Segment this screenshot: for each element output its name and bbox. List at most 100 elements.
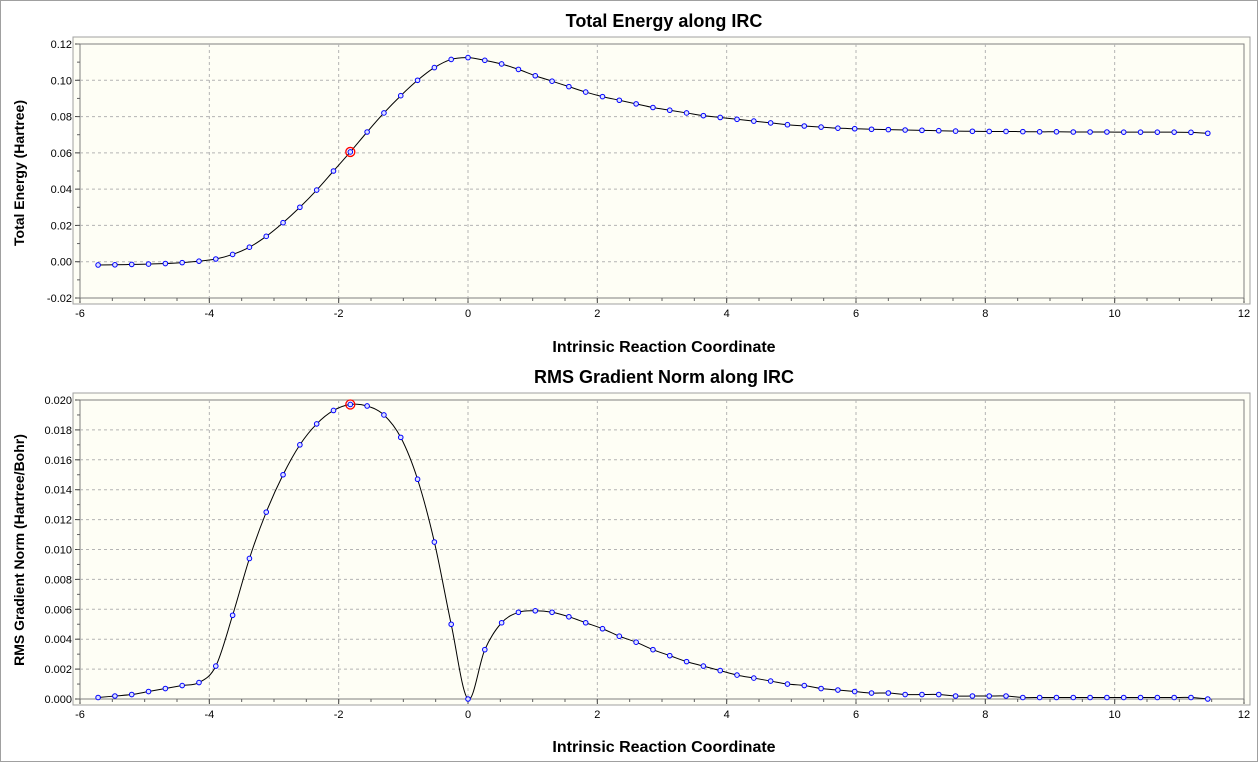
gradient-data-point[interactable] (297, 442, 303, 448)
gradient-data-point[interactable] (784, 681, 791, 687)
energy-data-point[interactable] (229, 251, 236, 258)
gradient-data-point[interactable] (599, 625, 606, 632)
gradient-data-point[interactable] (1120, 694, 1127, 701)
energy-data-point[interactable] (751, 118, 757, 124)
gradient-data-point[interactable] (851, 688, 858, 695)
energy-data-point[interactable] (784, 121, 791, 128)
gradient-data-point[interactable] (196, 679, 202, 686)
energy-data-point[interactable] (851, 125, 858, 132)
energy-data-point[interactable] (1120, 129, 1127, 135)
gradient-data-point[interactable] (532, 607, 539, 614)
gradient-data-point[interactable] (1020, 694, 1026, 701)
energy-data-point[interactable] (1053, 129, 1060, 135)
energy-data-point[interactable] (1003, 128, 1009, 135)
gradient-data-point[interactable] (280, 471, 286, 478)
energy-data-point[interactable] (734, 116, 740, 123)
energy-data-point[interactable] (112, 261, 118, 268)
energy-data-point[interactable] (1104, 129, 1110, 135)
gradient-data-point[interactable] (969, 693, 976, 699)
gradient-data-point[interactable] (935, 691, 942, 698)
energy-data-point[interactable] (969, 128, 976, 135)
gradient-data-point[interactable] (397, 434, 404, 441)
gradient-data-point[interactable] (1171, 694, 1177, 701)
energy-data-point[interactable] (128, 261, 135, 268)
energy-data-point[interactable] (1036, 129, 1043, 135)
energy-data-point[interactable] (700, 112, 707, 119)
energy-data-point[interactable] (549, 78, 555, 84)
energy-data-point[interactable] (330, 168, 337, 174)
gradient-data-point[interactable] (313, 421, 320, 427)
gradient-data-point[interactable] (717, 667, 724, 674)
gradient-data-point[interactable] (162, 685, 169, 692)
energy-data-point[interactable] (263, 233, 270, 240)
energy-data-point[interactable] (1154, 129, 1161, 135)
energy-data-point[interactable] (801, 123, 808, 129)
gradient-data-point[interactable] (1087, 694, 1093, 701)
energy-data-point[interactable] (1020, 128, 1026, 135)
gradient-data-point[interactable] (213, 663, 219, 669)
energy-data-point[interactable] (986, 128, 993, 135)
energy-data-point[interactable] (1188, 129, 1194, 136)
energy-data-point[interactable] (482, 57, 488, 64)
energy-data-point[interactable] (414, 77, 421, 84)
energy-data-point[interactable] (465, 54, 471, 61)
gradient-data-point[interactable] (952, 693, 959, 699)
gradient-data-point[interactable] (381, 412, 387, 418)
gradient-data-point[interactable] (1070, 694, 1077, 701)
energy-data-point[interactable] (145, 261, 152, 267)
energy-data-point[interactable] (633, 101, 639, 107)
energy-data-point[interactable] (246, 244, 253, 250)
gradient-data-point[interactable] (683, 658, 690, 665)
gradient-data-point[interactable] (179, 682, 185, 689)
energy-data-point[interactable] (835, 125, 841, 131)
gradient-data-point[interactable] (767, 678, 774, 684)
energy-data-point[interactable] (868, 126, 875, 133)
energy-data-point[interactable] (919, 127, 925, 134)
gradient-data-point[interactable] (549, 609, 555, 616)
gradient-data-point[interactable] (263, 509, 270, 515)
gradient-data-point[interactable] (448, 621, 454, 628)
energy-data-point[interactable] (196, 258, 202, 264)
energy-current-point-marker[interactable] (345, 146, 356, 158)
gradient-data-point[interactable] (566, 613, 572, 620)
energy-data-point[interactable] (885, 126, 892, 133)
energy-data-point[interactable] (767, 120, 774, 126)
gradient-current-point-marker[interactable] (345, 399, 356, 410)
gradient-data-point[interactable] (1204, 696, 1211, 702)
energy-data-point[interactable] (1070, 129, 1077, 135)
energy-data-point[interactable] (1137, 129, 1144, 135)
gradient-data-point[interactable] (734, 672, 740, 678)
energy-data-point[interactable] (566, 83, 572, 90)
gradient-data-point[interactable] (835, 687, 841, 693)
gradient-data-point[interactable] (1003, 693, 1009, 699)
gradient-data-point[interactable] (128, 691, 135, 698)
energy-data-point[interactable] (952, 128, 959, 134)
energy-data-point[interactable] (498, 61, 505, 67)
energy-data-point[interactable] (582, 89, 589, 95)
energy-data-point[interactable] (162, 260, 169, 267)
gradient-data-point[interactable] (1154, 694, 1161, 701)
gradient-data-point[interactable] (482, 646, 488, 653)
energy-data-point[interactable] (818, 124, 824, 130)
gradient-data-point[interactable] (145, 688, 152, 695)
energy-data-point[interactable] (599, 93, 606, 100)
gradient-data-point[interactable] (465, 696, 471, 702)
energy-data-point[interactable] (650, 104, 656, 111)
energy-data-point[interactable] (683, 110, 690, 116)
energy-data-point[interactable] (280, 219, 286, 226)
gradient-data-point[interactable] (112, 693, 118, 699)
energy-data-point[interactable] (297, 204, 303, 211)
energy-data-point[interactable] (313, 187, 320, 193)
energy-data-point[interactable] (666, 107, 673, 114)
gradient-data-point[interactable] (1104, 694, 1110, 701)
gradient-data-point[interactable] (902, 691, 908, 698)
energy-data-point[interactable] (1204, 130, 1211, 137)
gradient-data-point[interactable] (1188, 694, 1194, 701)
energy-data-point[interactable] (935, 127, 942, 134)
gradient-data-point[interactable] (868, 690, 875, 696)
gradient-data-point[interactable] (1036, 694, 1043, 701)
gradient-data-point[interactable] (582, 619, 589, 626)
gradient-data-point[interactable] (666, 652, 673, 659)
energy-data-point[interactable] (1171, 129, 1177, 135)
gradient-data-point[interactable] (229, 612, 236, 619)
